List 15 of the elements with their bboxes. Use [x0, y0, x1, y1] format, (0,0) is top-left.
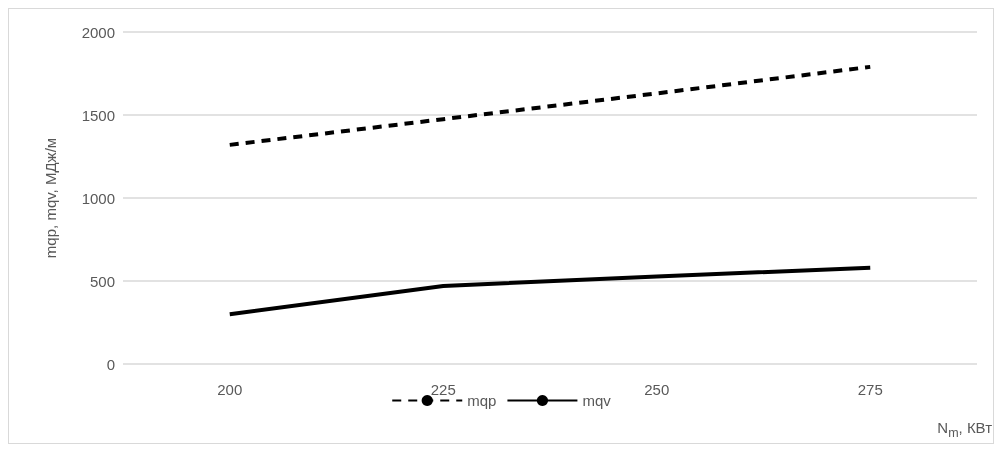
x-tick-label: 275: [857, 381, 883, 398]
legend-label: mqp: [467, 392, 497, 409]
line-series: [227, 265, 873, 317]
y-tick-label: 1000: [81, 189, 115, 207]
x-tick-label: 200: [217, 381, 243, 398]
y-tick-label: 1500: [81, 106, 115, 124]
y-tick-label: 0: [106, 355, 115, 373]
y-tick-label: 500: [89, 272, 115, 290]
x-axis-title: N$_{m}$, КВт: [937, 419, 992, 440]
legend-label: mqv: [582, 392, 612, 409]
y-tick-label: 2000: [81, 23, 115, 41]
line-series: [227, 64, 873, 147]
x-tick-label: 225: [430, 381, 456, 398]
y-axis-title: mqp, mqv, МДж/м: [42, 137, 59, 259]
x-tick-label: 250: [644, 381, 670, 398]
